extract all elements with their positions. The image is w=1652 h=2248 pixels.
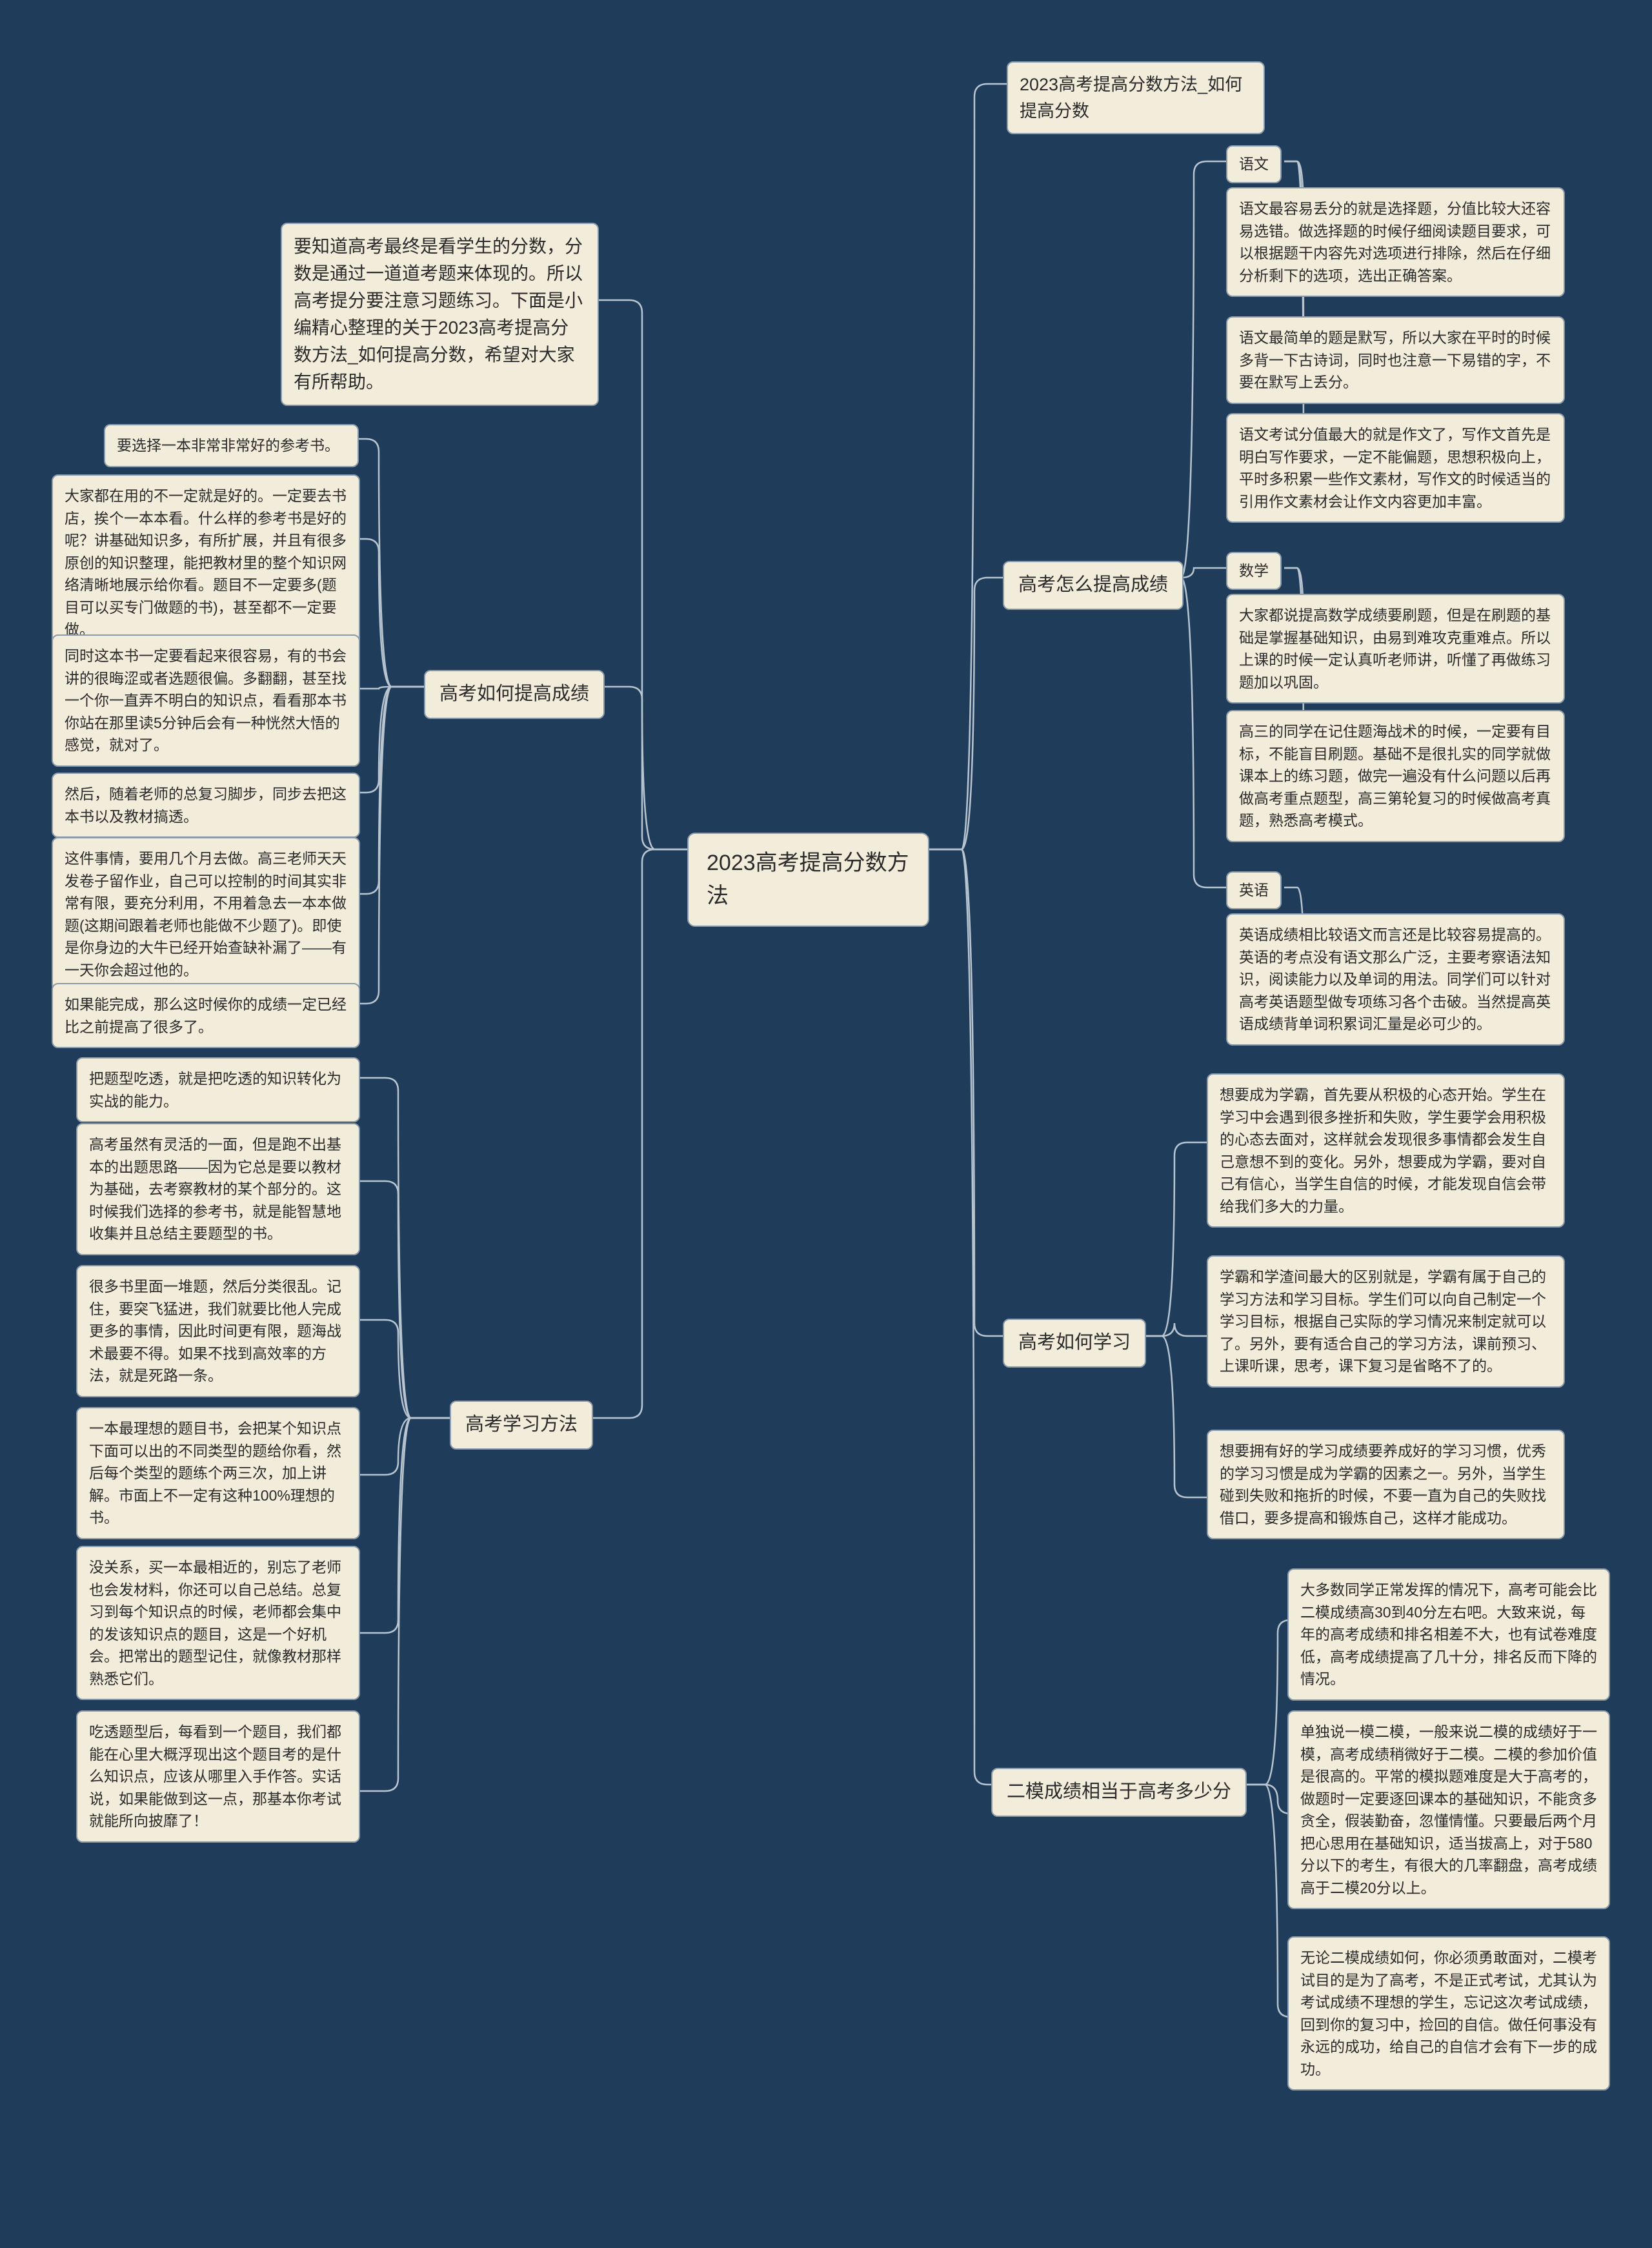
math-item1: 高三的同学在记住题海战术的时候，一定要有目标，不能盲目刷题。基础不是很扎实的同学… [1226,710,1565,842]
right-b3-item2: 想要拥有好的学习成绩要养成好的学习习惯，优秀的学习习惯是成为学霸的因素之一。另外… [1207,1430,1565,1539]
sub-english: 英语 [1226,871,1282,909]
right-b4-item2: 无论二模成绩如何，你必须勇敢面对，二模考试目的是为了高考，不是正式考试，尤其认为… [1287,1936,1610,2091]
left-b1-item3: 然后，随着老师的总复习脚步，同步去把这本书以及教材搞透。 [52,773,360,838]
left-b2-item0: 把题型吃透，就是把吃透的知识转化为实战的能力。 [76,1057,360,1122]
left-b1-item0: 要选择一本非常非常好的参考书。 [104,424,359,467]
english-item0: 英语成绩相比较语文而言还是比较容易提高的。英语的考点没有语文那么广泛，主要考察语… [1226,913,1565,1046]
center-label: 2023高考提高分数方法 [707,851,909,908]
left-b2-item5: 吃透题型后，每看到一个题目，我们都能在心里大概浮现出这个题目考的是什么知识点，应… [76,1710,360,1843]
right-b3-item1: 学霸和学渣间最大的区别就是，学霸有属于自己的学习方法和学习目标。学生们可以向自己… [1207,1255,1565,1388]
right-b4-item1: 单独说一模二模，一般来说二模的成绩好于一模，高考成绩稍微好于二模。二模的参加价值… [1287,1710,1610,1909]
left-b2-item4: 没关系，买一本最相近的，别忘了老师也会发材料，你还可以自己总结。总复习到每个知识… [76,1546,360,1700]
chinese-item2: 语文考试分值最大的就是作文了，写作文首先是明白写作要求，一定不能偏题，思想积极向… [1226,413,1565,523]
left-b1-item2: 同时这本书一定要看起来很容易，有的书会讲的很晦涩或者选题很偏。多翻翻，甚至找一个… [52,634,360,767]
branch-how-improve: 高考如何提高成绩 [424,670,605,719]
left-b2-item3: 一本最理想的题目书，会把某个知识点下面可以出的不同类型的题给你看，然后每个类型的… [76,1407,360,1539]
math-item0: 大家都说提高数学成绩要刷题，但是在刷题的基础是掌握基础知识，由易到难攻克重难点。… [1226,594,1565,704]
left-b1-item1: 大家都在用的不一定就是好的。一定要去书店，挨个一本本看。什么样的参考书是好的呢？… [52,474,360,651]
left-b2-item1: 高考虽然有灵活的一面，但是跑不出基本的出题思路——因为它总是要以教材为基础，去考… [76,1123,360,1255]
chinese-item0: 语文最容易丢分的就是选择题，分值比较大还容易选错。做选择题的时候仔细阅读题目要求… [1226,187,1565,297]
right-b4-item0: 大多数同学正常发挥的情况下，高考可能会比二模成绩高30到40分左右吧。大致来说，… [1287,1568,1610,1701]
chinese-item1: 语文最简单的题是默写，所以大家在平时的时候多背一下古诗词，同时也注意一下易错的字… [1226,316,1565,404]
branch-how-improve-score: 高考怎么提高成绩 [1003,561,1184,610]
right-b1-title: 2023高考提高分数方法_如何提高分数 [1007,61,1265,134]
sub-math: 数学 [1226,552,1282,590]
branch-how-study: 高考如何学习 [1003,1319,1146,1368]
left-b1-item5: 如果能完成，那么这时候你的成绩一定已经比之前提高了很多了。 [52,983,360,1048]
left-b2-item2: 很多书里面一堆题，然后分类很乱。记住，要突飞猛进，我们就要比他人完成更多的事情，… [76,1265,360,1397]
right-b3-item0: 想要成为学霸，首先要从积极的心态开始。学生在学习中会遇到很多挫折和失败，学生要学… [1207,1073,1565,1228]
left-intro: 要知道高考最终是看学生的分数，分数是通过一道道考题来体现的。所以高考提分要注意习… [281,223,599,406]
left-b1-item4: 这件事情，要用几个月去做。高三老师天天发卷子留作业，自己可以控制的时间其实非常有… [52,837,360,991]
sub-chinese: 语文 [1226,145,1282,183]
center-node: 2023高考提高分数方法 [687,833,929,927]
branch-study-method: 高考学习方法 [450,1401,593,1450]
branch-ermo: 二模成绩相当于高考多少分 [991,1768,1247,1817]
